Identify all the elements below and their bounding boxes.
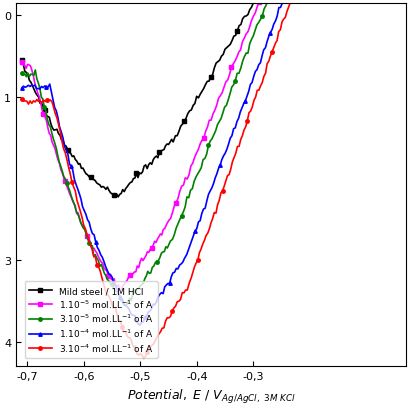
Line: 3.10$^{-5}$ mol.LL$^{-1}$ of A: 3.10$^{-5}$ mol.LL$^{-1}$ of A bbox=[20, 0, 387, 308]
1.10$^{-5}$ mol.LL$^{-1}$ of A bbox=[197, 142, 202, 147]
3.10$^{-4}$ mol.LL$^{-1}$ of A bbox=[126, 335, 131, 340]
1.10$^{-5}$ mol.LL$^{-1}$ of A bbox=[106, 274, 110, 279]
1.10$^{-4}$ mol.LL$^{-1}$ of A bbox=[137, 323, 142, 328]
1.10$^{-5}$ mol.LL$^{-1}$ of A bbox=[111, 276, 116, 281]
3.10$^{-4}$ mol.LL$^{-1}$ of A bbox=[19, 97, 24, 102]
1.10$^{-4}$ mol.LL$^{-1}$ of A bbox=[124, 304, 129, 309]
3.10$^{-5}$ mol.LL$^{-1}$ of A bbox=[115, 292, 120, 297]
1.10$^{-4}$ mol.LL$^{-1}$ of A bbox=[214, 172, 219, 177]
X-axis label: $\mathit{Potential,\ E\ /\ V}$$_{\mathit{Ag/AgCl,\ 3M\ KCl}}$: $\mathit{Potential,\ E\ /\ V}$$_{\mathit… bbox=[126, 387, 294, 405]
3.10$^{-4}$ mol.LL$^{-1}$ of A bbox=[119, 324, 124, 329]
Mild steel / 1M HCl bbox=[204, 80, 209, 85]
Line: 1.10$^{-4}$ mol.LL$^{-1}$ of A: 1.10$^{-4}$ mol.LL$^{-1}$ of A bbox=[20, 0, 387, 327]
3.10$^{-5}$ mol.LL$^{-1}$ of A bbox=[19, 72, 24, 77]
Mild steel / 1M HCl bbox=[111, 193, 116, 198]
1.10$^{-4}$ mol.LL$^{-1}$ of A bbox=[118, 294, 123, 299]
3.10$^{-5}$ mol.LL$^{-1}$ of A bbox=[202, 157, 207, 162]
Line: 1.10$^{-5}$ mol.LL$^{-1}$ of A: 1.10$^{-5}$ mol.LL$^{-1}$ of A bbox=[20, 0, 387, 293]
Mild steel / 1M HCl bbox=[119, 191, 124, 196]
3.10$^{-4}$ mol.LL$^{-1}$ of A bbox=[141, 356, 146, 361]
1.10$^{-5}$ mol.LL$^{-1}$ of A bbox=[19, 60, 24, 65]
3.10$^{-5}$ mol.LL$^{-1}$ of A bbox=[123, 303, 128, 308]
Mild steel / 1M HCl bbox=[115, 195, 120, 200]
3.10$^{-4}$ mol.LL$^{-1}$ of A bbox=[216, 198, 221, 203]
1.10$^{-4}$ mol.LL$^{-1}$ of A bbox=[19, 87, 24, 92]
Line: 3.10$^{-4}$ mol.LL$^{-1}$ of A: 3.10$^{-4}$ mol.LL$^{-1}$ of A bbox=[20, 0, 387, 360]
1.10$^{-5}$ mol.LL$^{-1}$ of A bbox=[117, 288, 122, 293]
Legend: Mild steel / 1M HCl, 1.10$^{-5}$ mol.LL$^{-1}$ of A, 3.10$^{-5}$ mol.LL$^{-1}$ o: Mild steel / 1M HCl, 1.10$^{-5}$ mol.LL$… bbox=[25, 282, 157, 358]
3.10$^{-5}$ mol.LL$^{-1}$ of A bbox=[109, 282, 114, 287]
Mild steel / 1M HCl bbox=[19, 58, 24, 63]
Line: Mild steel / 1M HCl: Mild steel / 1M HCl bbox=[20, 0, 387, 199]
